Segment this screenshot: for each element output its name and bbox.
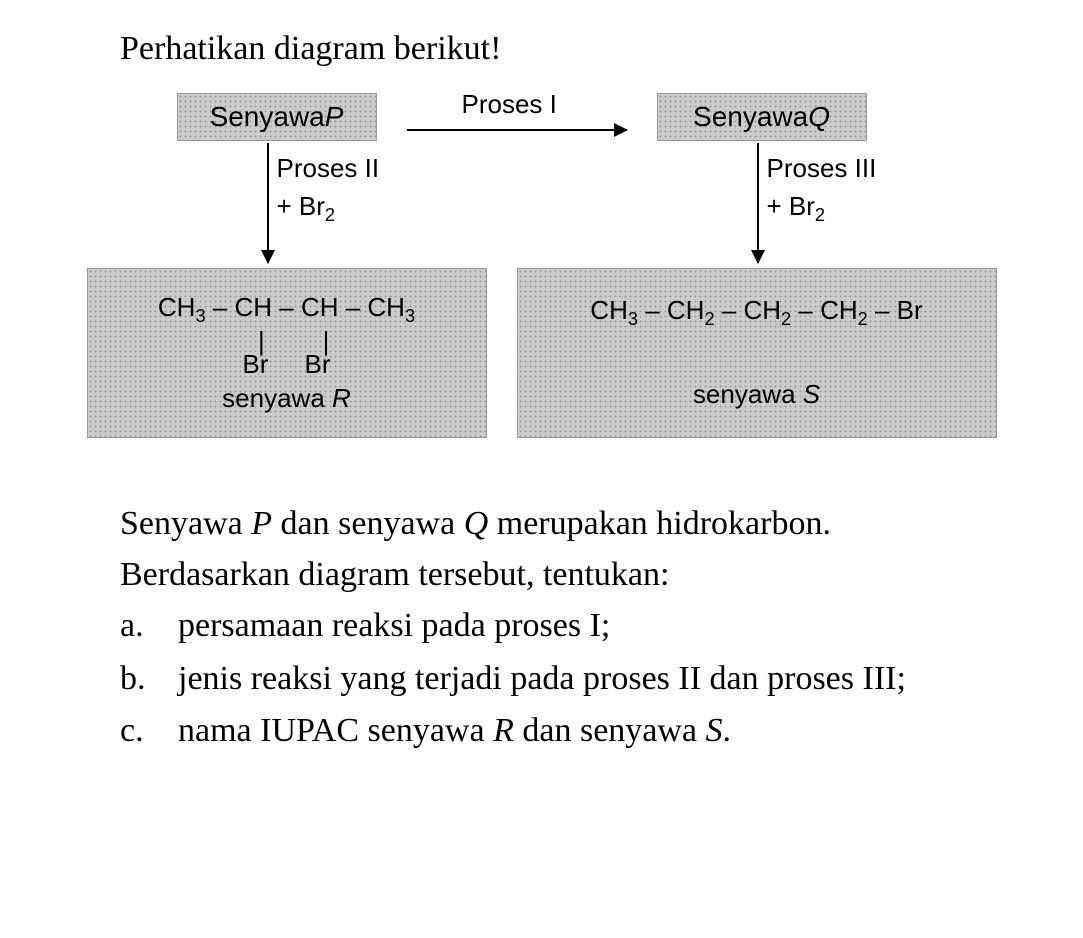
compound-r-formula: CH3 – CH – CH – CH3: [158, 292, 415, 328]
item-letter: c.: [120, 705, 150, 758]
compound-r-bonds: | | Br Br: [242, 330, 330, 377]
compound-s-formula: CH3 – CH2 – CH2 – CH2 – Br: [590, 295, 922, 331]
process-1-arrow: [407, 129, 627, 131]
process-3-reagent-pre: + Br: [767, 191, 815, 221]
compound-p-label-pre: Senyawa: [210, 101, 325, 133]
item-text: persamaan reaksi pada proses I;: [178, 600, 1003, 653]
item-text: jenis reaksi yang terjadi pada proses II…: [178, 653, 1003, 706]
compound-q-symbol: Q: [808, 101, 830, 133]
compound-r-name-sym: R: [332, 383, 351, 413]
compound-q-label-pre: Senyawa: [693, 101, 808, 133]
compound-r-br2: Br: [305, 349, 331, 379]
item-letter: b.: [120, 653, 150, 706]
process-2-arrow: [267, 143, 269, 263]
compound-s-name-sym: S: [803, 379, 820, 409]
process-2-reagent-sub: 2: [325, 205, 335, 225]
question-items: a. persamaan reaksi pada proses I; b. je…: [50, 600, 1033, 758]
process-3-label: Proses III: [767, 153, 877, 184]
list-item: c. nama IUPAC senyawa R dan senyawa S.: [120, 705, 1003, 758]
question-paragraph: Senyawa P dan senyawa Q merupakan hidrok…: [50, 498, 1033, 600]
list-item: a. persamaan reaksi pada proses I;: [120, 600, 1003, 653]
reaction-diagram: Senyawa P Senyawa Q Proses I Proses II +…: [67, 93, 1017, 473]
question-title: Perhatikan diagram berikut!: [50, 30, 1033, 68]
question-container: Perhatikan diagram berikut! Senyawa P Se…: [50, 30, 1033, 758]
process-2-reagent-pre: + Br: [277, 191, 325, 221]
compound-r-br1: Br: [242, 349, 268, 379]
compound-s-box: CH3 – CH2 – CH2 – CH2 – Br senyawa S: [517, 268, 997, 438]
process-3-reagent: + Br2: [767, 191, 826, 227]
compound-q-box: Senyawa Q: [657, 93, 867, 141]
list-item: b. jenis reaksi yang terjadi pada proses…: [120, 653, 1003, 706]
compound-r-box: CH3 – CH – CH – CH3 | | Br Br senyawa R: [87, 268, 487, 438]
process-2-label: Proses II: [277, 153, 380, 184]
compound-p-symbol: P: [325, 101, 344, 133]
compound-r-name-pre: senyawa: [222, 383, 332, 413]
process-2-reagent: + Br2: [277, 191, 336, 227]
item-text: nama IUPAC senyawa R dan senyawa S.: [178, 705, 1003, 758]
process-1-label: Proses I: [462, 89, 557, 120]
compound-p-box: Senyawa P: [177, 93, 377, 141]
process-3-reagent-sub: 2: [815, 205, 825, 225]
compound-s-name-pre: senyawa: [693, 379, 803, 409]
process-3-arrow: [757, 143, 759, 263]
item-letter: a.: [120, 600, 150, 653]
